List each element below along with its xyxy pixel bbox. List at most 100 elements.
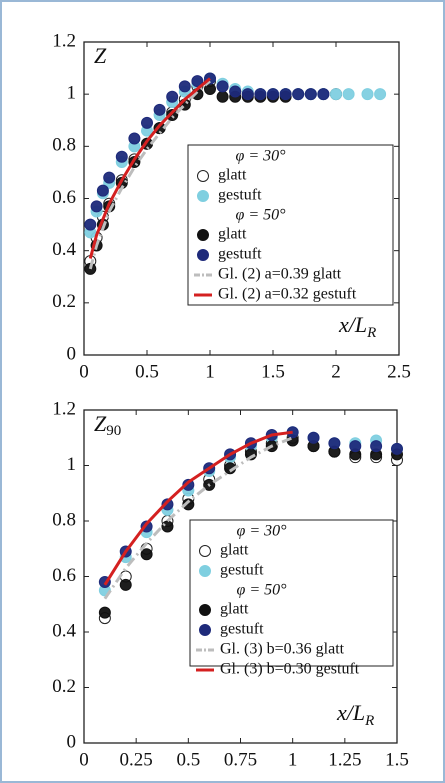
y-tick-label: 1.2	[52, 30, 76, 51]
legend-label: Gl. (3) b=0.36 glatt	[220, 641, 345, 658]
y-tick-label: 1	[67, 83, 77, 104]
data-point	[141, 116, 153, 129]
data-point	[166, 109, 179, 122]
legend-label: gestuft	[218, 187, 262, 204]
legend-label: glatt	[220, 542, 249, 559]
legend-group: φ = 30°	[236, 523, 287, 540]
legend-label: glatt	[220, 601, 249, 618]
x-tick-label: 0	[79, 749, 89, 770]
y-label-main: Z	[94, 43, 107, 68]
data-point	[342, 88, 355, 101]
x-tick-label: 2	[331, 361, 341, 382]
legend-label: Gl. (3) b=0.30 gestuft	[220, 661, 360, 678]
data-point	[140, 548, 153, 561]
data-point	[292, 88, 305, 101]
y-tick-label: 0.6	[52, 565, 76, 586]
data-point	[182, 478, 195, 491]
data-point	[254, 88, 267, 101]
legend-marker	[199, 604, 211, 616]
legend-marker	[197, 229, 209, 241]
legend-marker	[199, 545, 211, 557]
data-point	[328, 437, 341, 450]
data-point	[84, 218, 97, 231]
x-tick-label: 1.5	[261, 361, 285, 382]
y-tick-label: 0	[67, 343, 77, 364]
legend-marker	[199, 624, 211, 636]
data-point	[103, 171, 116, 184]
fit-line	[103, 436, 294, 600]
y-label-subscript: 90	[106, 423, 121, 439]
x-label-main: x/L	[338, 312, 367, 337]
legend-label: gestuft	[218, 246, 262, 263]
x-tick-label: 2.5	[387, 361, 411, 382]
y-label-main: Z	[94, 411, 107, 436]
y-tick-label: 0.2	[52, 291, 76, 312]
y-tick-label: 0.8	[52, 135, 76, 156]
data-point	[191, 75, 204, 88]
data-point	[216, 90, 229, 103]
x-tick-label: 0.5	[135, 361, 159, 382]
x-label-main: x/L	[336, 700, 365, 725]
x-tick-label: 1	[288, 749, 298, 770]
legend-group: φ = 50°	[235, 207, 286, 224]
x-tick-label: 0.25	[120, 749, 153, 770]
data-point	[349, 440, 362, 453]
y-tick-label: 0.8	[52, 509, 76, 530]
y-tick-label: 0.4	[52, 620, 76, 641]
legend-marker	[197, 170, 209, 182]
data-point	[229, 85, 242, 98]
y-tick-label: 1	[67, 454, 77, 475]
y-axis-label: Z	[94, 43, 107, 68]
fit-line	[88, 77, 211, 259]
data-point	[241, 88, 254, 101]
data-point	[98, 606, 111, 619]
legend-box	[189, 519, 394, 667]
legend-label: glatt	[218, 167, 247, 184]
data-point	[370, 440, 383, 453]
y-tick-label: 1.2	[52, 398, 76, 419]
fit-line	[88, 79, 211, 270]
data-point	[216, 80, 229, 93]
y-axis-label: Z90	[94, 411, 121, 439]
legend-label: glatt	[218, 226, 247, 243]
data-point	[330, 88, 342, 101]
legend-label: gestuft	[220, 621, 264, 638]
data-point	[391, 442, 403, 455]
legend-group: φ = 50°	[236, 582, 287, 599]
data-point	[304, 88, 317, 101]
data-point	[161, 498, 174, 511]
legend-label: Gl. (2) a=0.32 gestuft	[218, 286, 357, 303]
x-tick-label: 0	[79, 361, 89, 382]
data-point	[361, 88, 374, 101]
y-tick-label: 0.2	[52, 676, 76, 697]
legend-label: gestuft	[220, 562, 264, 579]
data-point	[166, 90, 179, 103]
data-point	[96, 184, 109, 197]
legend-box	[187, 144, 394, 306]
data-point	[128, 132, 141, 145]
data-point	[279, 88, 292, 101]
data-point	[374, 88, 387, 101]
x-label-subscript: R	[364, 713, 374, 729]
x-tick-label: 0.5	[176, 749, 200, 770]
data-point	[307, 431, 320, 444]
x-axis-label: x/LR	[338, 312, 376, 341]
data-point	[119, 578, 132, 591]
data-point	[178, 80, 191, 93]
legend-label: Gl. (2) a=0.39 glatt	[218, 266, 342, 283]
x-tick-label: 1	[205, 361, 215, 382]
legend-group: φ = 30°	[235, 148, 286, 165]
x-tick-label: 0.75	[224, 749, 257, 770]
legend-marker	[199, 565, 211, 577]
legend-marker	[197, 249, 209, 261]
y-tick-label: 0.6	[52, 187, 76, 208]
data-point	[153, 103, 166, 116]
y-tick-label: 0	[67, 731, 77, 752]
x-tick-label: 1.25	[328, 749, 361, 770]
data-point	[115, 150, 128, 163]
x-axis-label: x/LR	[336, 700, 374, 729]
data-point	[267, 88, 279, 101]
data-point	[182, 498, 195, 511]
data-point	[90, 200, 103, 213]
